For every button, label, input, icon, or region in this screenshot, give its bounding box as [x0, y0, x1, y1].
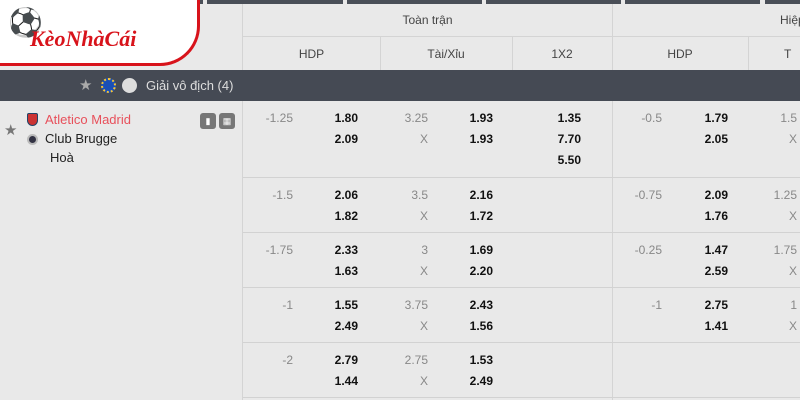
header-full-match: Toàn trận [402, 13, 453, 27]
hdp-away-odds[interactable]: 2.09 [334, 132, 358, 146]
hdp-away-odds[interactable]: 2.49 [334, 319, 358, 333]
hdp-away-odds[interactable]: 1.82 [334, 209, 358, 223]
top-tab[interactable] [207, 0, 343, 4]
home-team[interactable]: Atletico Madrid [45, 112, 131, 127]
half-ou-line: 1.5 [780, 111, 797, 125]
under-odds[interactable]: 1.93 [469, 132, 493, 146]
half-hdp-line: -1 [651, 298, 662, 312]
hdp-line: -1.75 [265, 243, 293, 257]
hdp-home-odds[interactable]: 2.33 [334, 243, 358, 257]
under-odds[interactable]: 2.49 [469, 374, 493, 388]
hdp-away-odds[interactable]: 1.63 [334, 264, 358, 278]
logo[interactable]: ⚽ KèoNhàCái [0, 0, 200, 66]
hdp-home-odds[interactable]: 1.80 [334, 111, 358, 125]
half-ou-x-label: X [788, 132, 797, 146]
hdp-home-odds[interactable]: 1.55 [334, 298, 358, 312]
hdp-away-odds[interactable]: 1.44 [334, 374, 358, 388]
lineup-icon[interactable]: ▦ [219, 113, 235, 129]
over-odds[interactable]: 1.69 [469, 243, 493, 257]
1x2-odds[interactable]: 7.70 [557, 132, 581, 146]
under-odds[interactable]: 1.72 [469, 209, 493, 223]
1x2-odds[interactable]: 5.50 [557, 153, 581, 167]
odds-row [243, 343, 800, 398]
ou-line: 3.5 [411, 188, 428, 202]
star-icon[interactable]: ★ [79, 77, 93, 94]
col-over-under: Tài/Xỉu [427, 47, 465, 61]
ou-x-label: X [419, 209, 428, 223]
top-tab[interactable] [765, 0, 800, 4]
hdp-line: -1.25 [265, 111, 293, 125]
col-hdp: HDP [298, 47, 325, 61]
draw-label: Hoà [50, 150, 74, 165]
hdp-home-odds[interactable]: 2.79 [334, 353, 358, 367]
col-half-hdp: HDP [667, 47, 693, 61]
half-ou-line: 1 [790, 298, 797, 312]
half-ou-line: 1.75 [773, 243, 797, 257]
top-tab[interactable] [625, 0, 760, 4]
half-ou-x-label: X [788, 264, 797, 278]
under-odds[interactable]: 2.20 [469, 264, 493, 278]
half-away-odds[interactable]: 1.41 [704, 319, 728, 333]
ou-line: 3.75 [404, 298, 428, 312]
logo-text: KèoNhàCái [30, 26, 137, 51]
odds-row [243, 101, 800, 178]
ou-line: 3 [421, 243, 428, 257]
half-ou-line: 1.25 [773, 188, 797, 202]
ou-line: 3.25 [404, 111, 428, 125]
odds-row [243, 178, 800, 233]
away-team[interactable]: Club Brugge [45, 131, 118, 146]
half-home-odds[interactable]: 2.09 [704, 188, 728, 202]
under-odds[interactable]: 1.56 [469, 319, 493, 333]
col-half-ou: T [784, 47, 792, 61]
half-ou-x-label: X [788, 209, 797, 223]
over-odds[interactable]: 1.93 [469, 111, 493, 125]
stats-icon[interactable]: ▮ [200, 113, 216, 129]
top-tab[interactable] [347, 0, 482, 4]
half-away-odds[interactable]: 2.59 [704, 264, 728, 278]
odds-row [243, 288, 800, 343]
top-tab[interactable] [486, 0, 621, 4]
header-half: Hiệp [780, 13, 800, 27]
league-bar[interactable]: ★ Giải vô địch (4) [0, 70, 800, 101]
half-away-odds[interactable]: 1.76 [704, 209, 728, 223]
favorite-star-icon[interactable]: ★ [4, 122, 18, 139]
half-home-odds[interactable]: 1.47 [704, 243, 728, 257]
hdp-home-odds[interactable]: 2.06 [334, 188, 358, 202]
hdp-line: -1.5 [272, 188, 293, 202]
ou-x-label: X [419, 132, 428, 146]
half-away-odds[interactable]: 2.05 [704, 132, 728, 146]
half-home-odds[interactable]: 2.75 [704, 298, 728, 312]
half-hdp-line: -0.25 [634, 243, 662, 257]
atletico-crest-icon [27, 113, 38, 126]
half-hdp-line: -0.5 [641, 111, 662, 125]
ou-x-label: X [419, 374, 428, 388]
player-icon: ⚽ [8, 7, 43, 38]
hdp-line: -2 [282, 353, 293, 367]
half-ou-x-label: X [788, 319, 797, 333]
over-odds[interactable]: 2.43 [469, 298, 493, 312]
league-name[interactable]: Giải vô địch (4) [146, 78, 234, 93]
1x2-odds[interactable]: 1.35 [557, 111, 581, 125]
hdp-line: -1 [282, 298, 293, 312]
brugge-crest-icon [27, 134, 38, 145]
col-1x2: 1X2 [551, 47, 573, 61]
over-odds[interactable]: 2.16 [469, 188, 493, 202]
over-odds[interactable]: 1.53 [469, 353, 493, 367]
europe-flag-icon [101, 78, 116, 93]
odds-row [243, 233, 800, 288]
half-home-odds[interactable]: 1.79 [704, 111, 728, 125]
half-hdp-line: -0.75 [634, 188, 662, 202]
ou-x-label: X [419, 264, 428, 278]
league-logo-icon [122, 78, 137, 93]
ou-line: 2.75 [404, 353, 428, 367]
ou-x-label: X [419, 319, 428, 333]
